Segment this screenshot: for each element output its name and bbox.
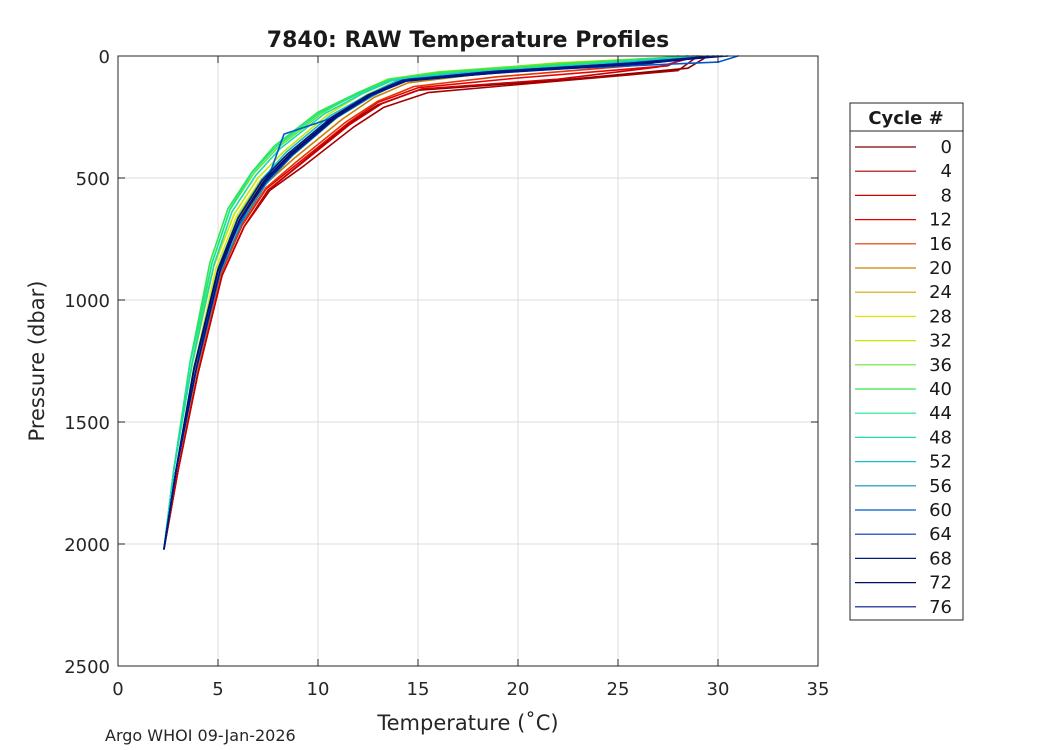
- legend-item: 64: [855, 524, 952, 545]
- chart-title: 7840: RAW Temperature Profiles: [267, 28, 669, 53]
- legend-label: 0: [941, 137, 952, 158]
- legend: Cycle # 04812162024283236404448525660646…: [849, 102, 964, 621]
- x-tick-label: 5: [212, 679, 223, 700]
- legend-label: 40: [929, 379, 952, 400]
- legend-label: 16: [929, 234, 952, 255]
- legend-label: 44: [929, 403, 952, 424]
- legend-item: 44: [855, 403, 952, 424]
- y-axis-ticks: 0 500 1000 1500 2000 2500: [64, 47, 818, 678]
- legend-item: 4: [855, 161, 952, 182]
- y-tick-label: 2500: [64, 657, 110, 678]
- y-tick-label: 2000: [64, 535, 110, 556]
- profile-line-cycle-8: [163, 55, 699, 550]
- y-axis-label: Pressure (dbar): [25, 281, 49, 442]
- legend-item: 68: [855, 548, 952, 569]
- legend-item: 32: [855, 331, 952, 352]
- x-tick-label: 30: [707, 679, 730, 700]
- y-tick-label: 0: [99, 47, 110, 68]
- legend-label: 76: [929, 597, 952, 618]
- x-tick-label: 0: [112, 679, 123, 700]
- legend-item: 48: [855, 427, 952, 448]
- x-axis-label: Temperature (˚C): [376, 711, 558, 735]
- profile-series: [163, 55, 739, 550]
- legend-label: 24: [929, 282, 952, 303]
- legend-item: 76: [855, 597, 952, 618]
- legend-item: 52: [855, 452, 952, 473]
- legend-label: 72: [929, 573, 952, 594]
- x-tick-label: 20: [507, 679, 530, 700]
- x-tick-label: 15: [407, 679, 430, 700]
- x-tick-label: 35: [807, 679, 830, 700]
- legend-item: 72: [855, 573, 952, 594]
- legend-item: 12: [855, 210, 952, 231]
- plot-frame: [117, 55, 819, 667]
- legend-item: 28: [855, 306, 952, 327]
- legend-title: Cycle #: [868, 108, 943, 129]
- legend-item: 8: [855, 185, 952, 206]
- legend-label: 28: [929, 306, 952, 327]
- legend-label: 48: [929, 427, 952, 448]
- legend-label: 4: [941, 161, 952, 182]
- plot-area: [118, 56, 818, 666]
- footer-credit: Argo WHOI 09-Jan-2026: [105, 726, 296, 745]
- legend-item: 40: [855, 379, 952, 400]
- legend-item: 0: [855, 137, 952, 158]
- x-axis-ticks: 0 5 10 15 20 25 30 35: [112, 56, 829, 700]
- legend-label: 8: [941, 185, 952, 206]
- legend-label: 60: [929, 500, 952, 521]
- profile-line-cycle-76: [163, 55, 719, 550]
- y-tick-label: 500: [76, 169, 110, 190]
- legend-label: 64: [929, 524, 952, 545]
- grid-lines: [118, 56, 818, 666]
- x-tick-label: 25: [607, 679, 630, 700]
- legend-item: 56: [855, 476, 952, 497]
- x-tick-label: 10: [307, 679, 330, 700]
- legend-label: 68: [929, 548, 952, 569]
- y-tick-label: 1000: [64, 291, 110, 312]
- legend-label: 36: [929, 355, 952, 376]
- legend-item: 16: [855, 234, 952, 255]
- legend-label: 32: [929, 331, 952, 352]
- legend-item: 36: [855, 355, 952, 376]
- legend-label: 12: [929, 210, 952, 231]
- legend-item: 60: [855, 500, 952, 521]
- legend-item: 24: [855, 282, 952, 303]
- profile-line-cycle-44: [163, 55, 695, 550]
- legend-label: 20: [929, 258, 952, 279]
- legend-label: 52: [929, 452, 952, 473]
- legend-item: 20: [855, 258, 952, 279]
- legend-label: 56: [929, 476, 952, 497]
- y-tick-label: 1500: [64, 413, 110, 434]
